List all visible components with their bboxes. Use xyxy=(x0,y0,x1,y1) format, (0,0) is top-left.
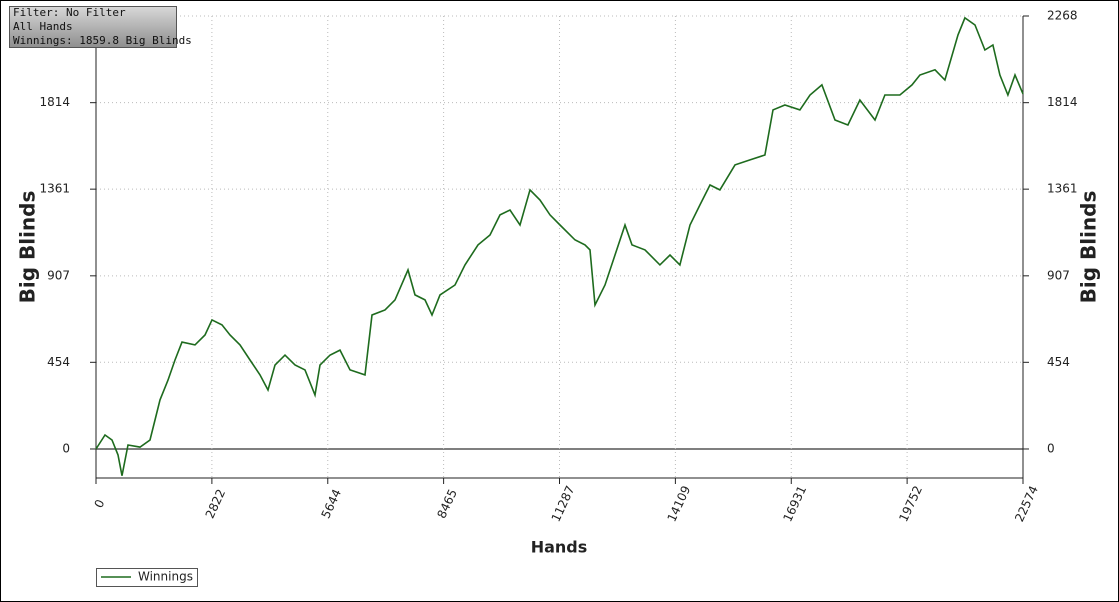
legend-label: Winnings xyxy=(138,570,193,584)
y-tick-label: 907 xyxy=(47,268,70,282)
info-line: All Hands xyxy=(13,20,73,33)
y-tick-label: 1361 xyxy=(39,182,70,196)
info-background xyxy=(9,6,177,48)
y2-tick-label: 1814 xyxy=(1047,95,1078,109)
legend: Winnings xyxy=(96,568,198,587)
y-axis-title: Big Blinds xyxy=(16,191,40,304)
legend-box xyxy=(96,568,198,587)
y-tick-label: 1814 xyxy=(39,95,70,109)
info-line: Winnings: 1859.8 Big Blinds xyxy=(13,34,192,47)
y2-tick-label: 907 xyxy=(1047,268,1070,282)
y2-tick-label: 2268 xyxy=(1047,9,1078,23)
series-line xyxy=(95,16,1024,476)
y-tick-label: 0 xyxy=(62,441,70,455)
x-axis-title: Hands xyxy=(531,538,588,557)
y-tick-label: 454 xyxy=(47,355,70,369)
info-box: Filter: No Filter All Hands Winnings: 18… xyxy=(9,6,192,48)
y2-tick-label: 0 xyxy=(1047,441,1055,455)
y2-axis-title: Big Blinds xyxy=(1077,191,1101,304)
info-line: Filter: No Filter xyxy=(13,6,126,19)
y2-tick-label: 454 xyxy=(1047,355,1070,369)
y2-tick-label: 1361 xyxy=(1047,182,1078,196)
